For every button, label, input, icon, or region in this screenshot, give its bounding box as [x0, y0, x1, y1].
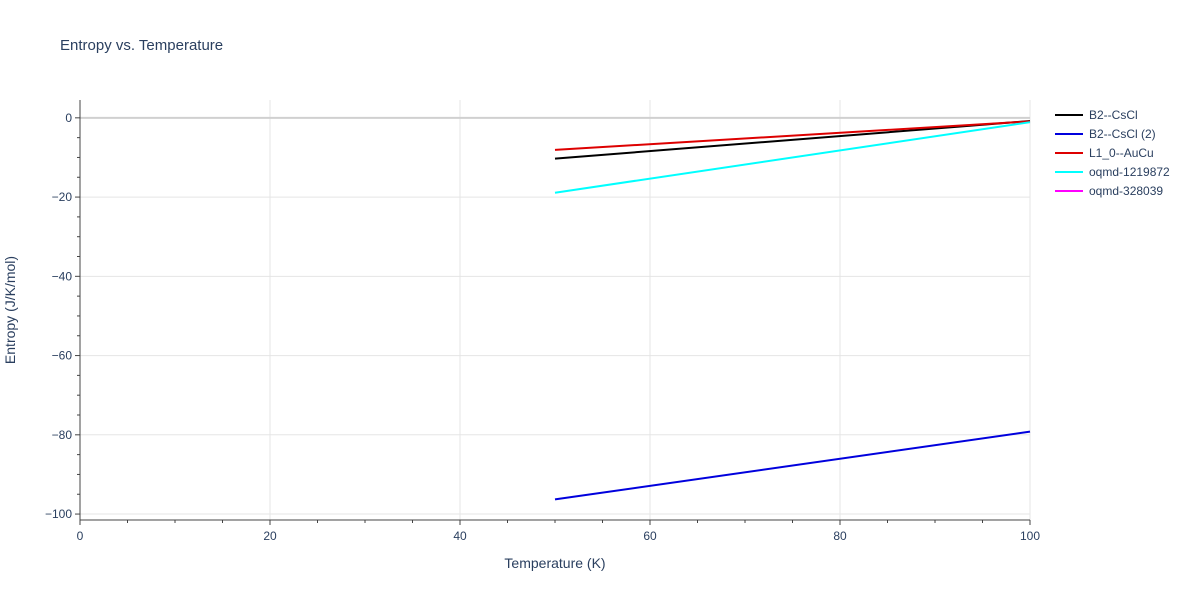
x-tick-label: 0: [77, 529, 84, 543]
axes: [75, 100, 1031, 525]
grid: [80, 100, 1031, 520]
series-line-oqmd-1219872[interactable]: [554, 121, 1031, 194]
x-tick-label: 40: [453, 529, 467, 543]
legend-item[interactable]: oqmd-328039: [1055, 184, 1163, 198]
legend-label: B2--CsCl: [1089, 108, 1138, 122]
chart-title: Entropy vs. Temperature: [60, 37, 223, 54]
y-tick-label: 0: [65, 111, 72, 125]
y-tick-labels: 0 −20 −40 −60 −80 −100: [45, 111, 72, 521]
x-tick-label: 20: [263, 529, 277, 543]
legend-item[interactable]: oqmd-1219872: [1055, 165, 1170, 179]
x-tick-labels: 0 20 40 60 80 100: [77, 529, 1041, 543]
series-line-b2-cscl-2-[interactable]: [554, 430, 1031, 501]
y-tick-label: −20: [52, 190, 73, 204]
legend-item[interactable]: B2--CsCl: [1055, 108, 1138, 122]
x-tick-label: 60: [643, 529, 657, 543]
x-tick-label: 100: [1020, 529, 1040, 543]
x-tick-label: 80: [833, 529, 847, 543]
legend-label: B2--CsCl (2): [1089, 127, 1156, 141]
legend-item[interactable]: L1_0--AuCu: [1055, 146, 1154, 160]
plot-background: [80, 100, 1030, 520]
series-layer: [554, 120, 1031, 501]
legend-label: oqmd-328039: [1089, 184, 1163, 198]
legend-label: L1_0--AuCu: [1089, 146, 1154, 160]
y-axis-title: Entropy (J/K/mol): [2, 256, 18, 364]
y-tick-label: −60: [52, 349, 73, 363]
x-axis-title: Temperature (K): [504, 555, 605, 571]
series-line-b2-cscl[interactable]: [554, 120, 1031, 160]
y-tick-label: −80: [52, 428, 73, 442]
legend-label: oqmd-1219872: [1089, 165, 1170, 179]
series-line-l1-0-aucu[interactable]: [554, 120, 1031, 151]
legend[interactable]: B2--CsCl B2--CsCl (2) L1_0--AuCu oqmd-12198…: [1055, 108, 1170, 198]
legend-item[interactable]: B2--CsCl (2): [1055, 127, 1156, 141]
y-tick-label: −100: [45, 507, 72, 521]
y-tick-label: −40: [52, 269, 73, 283]
